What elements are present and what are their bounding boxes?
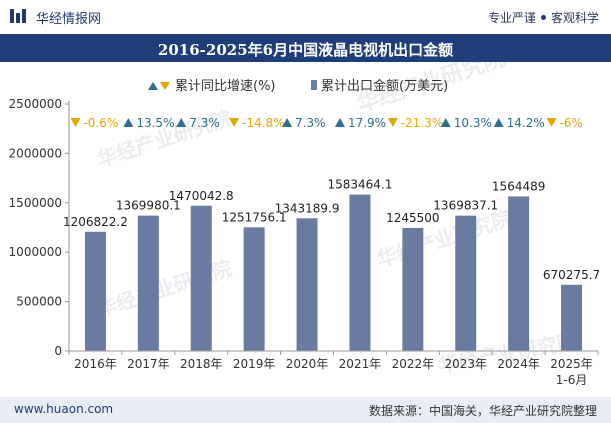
- y-tick-label: 0: [54, 344, 62, 358]
- bars: [84, 194, 583, 351]
- growth-up-arrow-icon: [282, 118, 293, 127]
- bar: [190, 205, 212, 351]
- bar-chart: 华经产业研究院 华经产业研究院 华经产业研究院 华经产业研究院 华经产业研究院 …: [9, 62, 601, 387]
- growth-up-arrow-icon: [493, 118, 504, 127]
- growth-label: -21.3%: [401, 116, 443, 130]
- tagline: 专业严谨 客观科学: [488, 9, 599, 26]
- growth-label: 13.5%: [136, 116, 174, 130]
- tagline-professional: 专业严谨: [487, 11, 536, 25]
- x-tick-label: 2024年: [497, 357, 540, 371]
- x-tick-label: 2021年: [339, 357, 382, 371]
- legend-up-triangle-icon: [148, 82, 158, 90]
- tagline-objective: 客观科学: [550, 11, 599, 25]
- growth-row: -0.6% 13.5% 7.3% -14.8% 7.3% 17.9% -21.3% 10.3%…: [70, 116, 583, 130]
- growth-label: -6%: [560, 116, 583, 130]
- bar: [137, 215, 159, 351]
- bar: [84, 231, 106, 351]
- growth-label: -0.6%: [83, 116, 118, 130]
- y-tick-label: 1000000: [9, 245, 62, 259]
- brand-name: 华经情报网: [36, 12, 102, 27]
- data-label: 1206822.2: [63, 215, 128, 229]
- data-label: 1369980.1: [116, 199, 181, 213]
- data-label: 1369837.1: [433, 199, 498, 213]
- x-tick-label: 2017年: [127, 357, 170, 371]
- x-tick-label: 2020年: [286, 357, 329, 371]
- bar: [508, 196, 530, 351]
- data-source: 数据来源：中国海关，华经产业研究院整理: [368, 404, 597, 418]
- footer-bar: www.huaon.com 数据来源：中国海关，华经产业研究院整理: [0, 397, 611, 423]
- bar: [402, 227, 424, 351]
- x-tick-label: 1-6月: [556, 373, 588, 387]
- x-tick-label: 2025年: [550, 357, 593, 371]
- y-tick-label: 2000000: [9, 146, 62, 160]
- bar: [296, 218, 318, 351]
- data-label: 1564489: [492, 179, 545, 193]
- legend: 累计同比增速(%) 累计出口金额(万美元): [148, 78, 448, 94]
- data-label: 670275.7: [543, 268, 600, 282]
- growth-down-arrow-icon: [546, 118, 557, 127]
- data-label: 1245500: [386, 211, 439, 225]
- growth-down-arrow-icon: [387, 118, 398, 127]
- growth-label: -14.8%: [242, 116, 284, 130]
- y-axis: 0 500000 1000000 1500000 2000000 2500000: [9, 97, 70, 358]
- growth-up-arrow-icon: [334, 118, 345, 127]
- footer-site-link[interactable]: www.huaon.com: [14, 402, 114, 416]
- legend-down-triangle-icon: [160, 82, 170, 90]
- y-tick-label: 1500000: [9, 196, 62, 210]
- data-label: 1583464.1: [327, 178, 392, 192]
- top-bar: 华经情报网 专业严谨 客观科学: [0, 0, 611, 32]
- growth-label: 7.3%: [295, 116, 326, 130]
- title-bar: 2016-2025年6月中国液晶电视机出口金额: [0, 34, 611, 62]
- growth-label: 10.3%: [454, 116, 492, 130]
- separator-dot-icon: [540, 15, 546, 20]
- x-tick-label: 2016年: [74, 357, 117, 371]
- growth-up-arrow-icon: [440, 118, 451, 127]
- chart-title: 2016-2025年6月中国液晶电视机出口金额: [157, 41, 454, 59]
- growth-label: 17.9%: [348, 116, 386, 130]
- legend-label-growth: 累计同比增速(%): [175, 79, 276, 94]
- x-axis: 2016年 2017年 2018年 2019年 2020年 2021年 2022年 2023年…: [68, 350, 599, 387]
- y-tick-label: 500000: [16, 295, 62, 309]
- x-tick-label: 2018年: [180, 357, 223, 371]
- growth-down-arrow-icon: [70, 118, 81, 127]
- bar: [455, 215, 477, 351]
- growth-up-arrow-icon: [123, 118, 134, 127]
- growth-down-arrow-icon: [229, 118, 240, 127]
- bar: [349, 194, 371, 351]
- bar: [561, 284, 583, 351]
- growth-label: 7.3%: [189, 116, 220, 130]
- data-label: 1343189.9: [275, 201, 340, 215]
- growth-up-arrow-icon: [176, 118, 187, 127]
- legend-label-export: 累计出口金额(万美元): [321, 78, 448, 94]
- growth-label: 14.2%: [507, 116, 545, 130]
- bar: [243, 227, 265, 351]
- legend-bar-swatch: [311, 80, 317, 90]
- x-tick-label: 2022年: [392, 357, 435, 371]
- y-tick-label: 2500000: [9, 97, 62, 111]
- x-tick-label: 2023年: [444, 357, 487, 371]
- data-label: 1470042.8: [169, 189, 234, 203]
- x-tick-label: 2019年: [233, 357, 276, 371]
- brand-logo-icon: [10, 9, 26, 23]
- data-label: 1251756.1: [222, 210, 287, 224]
- watermark-layer: 华经产业研究院 华经产业研究院 华经产业研究院 华经产业研究院 华经产业研究院: [94, 62, 579, 377]
- watermark-text: 华经产业研究院: [94, 256, 235, 322]
